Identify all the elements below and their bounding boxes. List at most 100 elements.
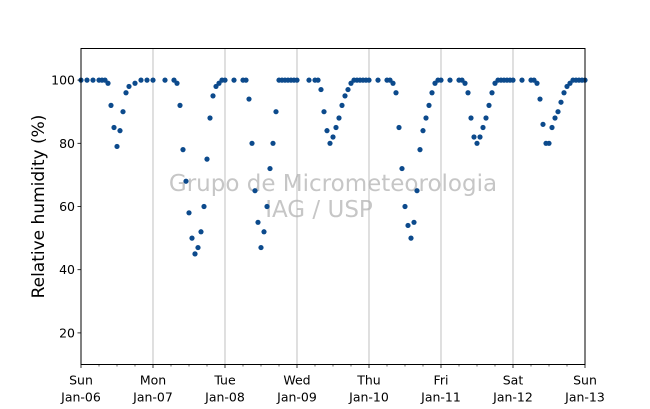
data-point bbox=[471, 134, 477, 140]
data-point bbox=[546, 140, 552, 146]
data-point bbox=[231, 77, 237, 83]
data-point bbox=[105, 80, 111, 86]
data-point bbox=[540, 121, 546, 127]
data-point bbox=[465, 90, 471, 96]
x-tick-label-date: Jan-13 bbox=[564, 390, 605, 405]
y-tick-label: 20 bbox=[59, 325, 75, 340]
watermark-line-2: IAG / USP bbox=[265, 197, 373, 223]
data-point bbox=[423, 115, 429, 121]
data-point bbox=[207, 115, 213, 121]
data-point bbox=[402, 203, 408, 210]
data-point bbox=[264, 203, 270, 210]
x-axis-ticks: Sun Jan-06 Mon Jan-07 Tue Jan-08 Wed Jan-09 Thu J… bbox=[60, 364, 605, 405]
data-point bbox=[366, 77, 372, 83]
y-tick-label: 40 bbox=[59, 262, 75, 277]
data-point bbox=[255, 219, 261, 225]
data-point bbox=[462, 80, 468, 86]
data-point bbox=[306, 77, 312, 83]
data-point bbox=[426, 102, 432, 108]
data-point bbox=[162, 77, 168, 83]
watermark-line-1: Grupo de Micrometeorologia bbox=[169, 171, 497, 197]
data-point bbox=[294, 77, 300, 83]
y-axis-label: Relative humidity (%) bbox=[29, 115, 49, 299]
data-point bbox=[132, 80, 138, 86]
data-point bbox=[396, 124, 402, 131]
y-axis-ticks: 20 40 60 80 100 bbox=[51, 73, 81, 340]
data-points bbox=[78, 77, 588, 257]
data-point bbox=[447, 77, 453, 83]
data-point bbox=[519, 77, 525, 83]
data-point bbox=[210, 93, 216, 99]
x-tick-label-day: Sun bbox=[573, 373, 597, 388]
data-point bbox=[330, 134, 336, 140]
data-point bbox=[189, 235, 195, 241]
x-tick-label-date: Jan-07 bbox=[132, 390, 173, 405]
data-point bbox=[414, 188, 420, 194]
data-point bbox=[315, 77, 321, 83]
data-point bbox=[186, 210, 192, 216]
data-point bbox=[321, 109, 327, 115]
data-point bbox=[558, 99, 564, 105]
x-tick-label-day: Mon bbox=[140, 373, 166, 388]
data-point bbox=[243, 77, 249, 83]
data-point bbox=[375, 77, 381, 83]
x-tick-label-day: Sun bbox=[69, 373, 93, 388]
data-point bbox=[195, 244, 201, 251]
data-point bbox=[150, 77, 156, 83]
data-point bbox=[324, 128, 330, 134]
data-point bbox=[411, 219, 417, 225]
data-point bbox=[174, 80, 180, 86]
data-point bbox=[405, 222, 411, 229]
data-point bbox=[342, 93, 348, 99]
data-point bbox=[333, 124, 339, 131]
data-point bbox=[489, 90, 495, 96]
data-point bbox=[108, 102, 114, 108]
data-point bbox=[534, 80, 540, 86]
data-point bbox=[201, 203, 207, 210]
x-grid-lines bbox=[80, 48, 586, 365]
data-point bbox=[198, 229, 204, 235]
x-tick-label-day: Tue bbox=[213, 373, 236, 388]
x-tick-label-date: Jan-09 bbox=[276, 390, 317, 405]
y-tick-label: 60 bbox=[59, 199, 75, 214]
data-point bbox=[138, 77, 144, 83]
data-point bbox=[555, 109, 561, 115]
x-tick-label-day: Sat bbox=[503, 373, 524, 388]
data-point bbox=[126, 83, 132, 90]
data-point bbox=[345, 86, 351, 93]
data-point bbox=[486, 102, 492, 108]
y-tick-label: 100 bbox=[51, 73, 75, 88]
data-point bbox=[261, 229, 267, 235]
x-tick-label-date: Jan-11 bbox=[420, 390, 461, 405]
data-point bbox=[438, 77, 444, 83]
data-point bbox=[390, 80, 396, 86]
data-point bbox=[84, 77, 90, 83]
data-point bbox=[258, 244, 264, 251]
data-point bbox=[204, 156, 210, 162]
data-point bbox=[117, 128, 123, 134]
data-point bbox=[270, 140, 276, 146]
data-point bbox=[90, 77, 96, 83]
data-point bbox=[120, 109, 126, 115]
data-point bbox=[114, 143, 120, 150]
x-tick-label-date: Jan-08 bbox=[204, 390, 245, 405]
data-point bbox=[111, 124, 117, 131]
data-point bbox=[246, 96, 252, 102]
x-tick-label-date: Jan-10 bbox=[348, 390, 389, 405]
data-point bbox=[483, 115, 489, 121]
data-point bbox=[177, 102, 183, 108]
data-point bbox=[510, 77, 516, 83]
y-tick-label: 80 bbox=[59, 136, 75, 151]
x-tick-label-date: Jan-12 bbox=[492, 390, 533, 405]
data-point bbox=[273, 109, 279, 115]
x-tick-label-day: Fri bbox=[434, 373, 449, 388]
data-point bbox=[318, 86, 324, 93]
data-point bbox=[561, 90, 567, 96]
data-point bbox=[480, 124, 486, 131]
data-point bbox=[267, 165, 273, 172]
data-point bbox=[249, 140, 255, 146]
data-point bbox=[420, 128, 426, 134]
data-point bbox=[417, 147, 423, 153]
data-point bbox=[339, 102, 345, 108]
